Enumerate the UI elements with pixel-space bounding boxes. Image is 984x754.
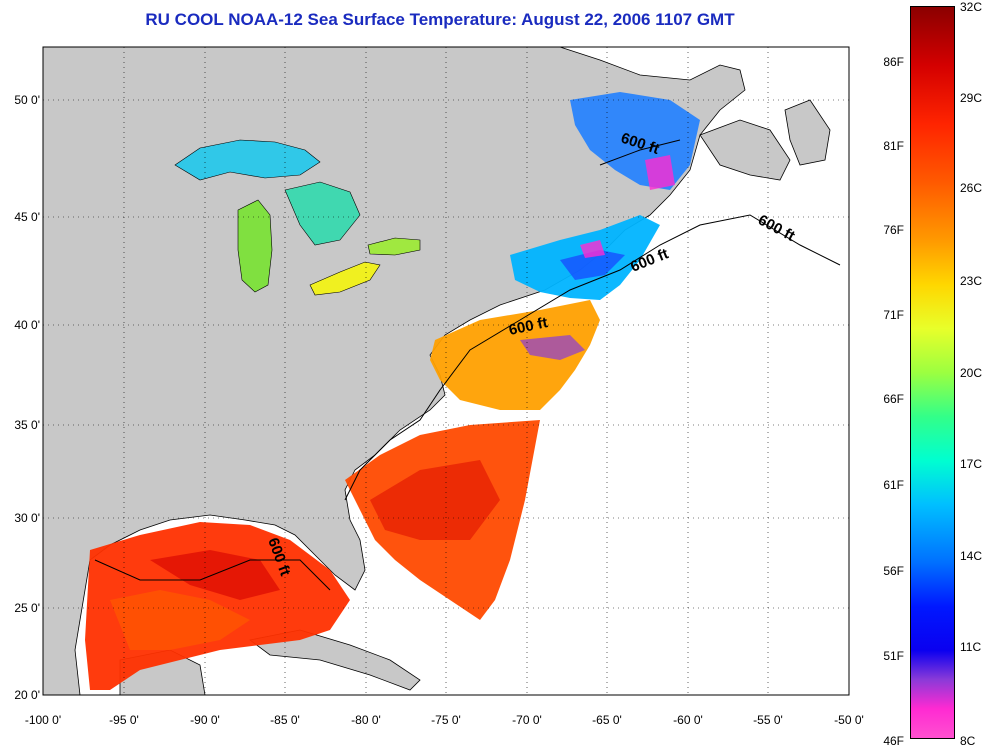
lon-tick-85: -85 0' [270,713,300,727]
colorbar-c-8: 8C [960,734,976,748]
lon-tick-80: -80 0' [351,713,381,727]
colorbar-f-81: 81F [883,139,904,153]
colorbar-c-20: 20C [960,366,983,380]
colorbar-gradient [910,6,955,739]
sst-map: 600 ft 600 ft 600 ft 600 ft 600 ft 50 0'… [14,46,864,727]
colorbar-f-51: 51F [883,649,904,663]
isobath-600ft [94,139,841,591]
cuba [249,629,421,691]
lon-tick-70: -70 0' [512,713,542,727]
colorbar-f-66: 66F [883,392,904,406]
lon-tick-50: -50 0' [834,713,864,727]
sst-atlantic-south-hot [370,460,500,540]
lake-michigan [237,199,273,293]
colorbar-c-32: 32C [960,0,983,14]
lat-tick-25: 25 0' [14,601,40,615]
colorbar-f-56: 56F [883,564,904,578]
colorbar-c-14: 14C [960,549,983,563]
sst-gulf-hot [150,550,280,600]
map-title: RU COOL NOAA-12 Sea Surface Temperature:… [145,10,735,29]
colorbar-c-23: 23C [960,274,983,288]
lon-tick-100: -100 0' [25,713,61,727]
grid [43,47,849,695]
colorbar-c-17: 17C [960,457,983,471]
sst-northeast-blue [560,250,625,280]
colorbar-f-46: 46F [883,734,904,748]
lake-erie [309,261,381,296]
colorbar-f-71: 71F [883,308,904,322]
colorbar-f-61: 61F [883,478,904,492]
lat-tick-50: 50 0' [14,93,40,107]
lon-tick-90: -90 0' [190,713,220,727]
lon-tick-60: -60 0' [673,713,703,727]
sst-gulf-warm [110,590,250,650]
maritimes-land [699,119,791,181]
lon-tick-95: -95 0' [109,713,139,727]
plot-frame [42,46,850,696]
lon-tick-65: -65 0' [592,713,622,727]
sst-mid-atlantic [430,300,600,410]
lat-tick-20: 20 0' [14,688,40,702]
colorbar-c-26: 26C [960,181,983,195]
lake-huron [284,181,361,246]
lon-tick-75: -75 0' [431,713,461,727]
lake-ontario [367,237,421,256]
colorbar-c-29: 29C [960,91,983,105]
lat-tick-40: 40 0' [14,318,40,332]
lat-tick-45: 45 0' [14,210,40,224]
lat-tick-35: 35 0' [14,418,40,432]
lat-tick-30: 30 0' [14,511,40,525]
colorbar: 86F 81F 76F 71F 66F 61F 56F 51F 46F 32C … [883,0,982,748]
newfoundland [784,99,831,166]
colorbar-f-76: 76F [883,223,904,237]
sst-mid-atlantic-purple [520,335,585,360]
lake-superior [174,139,321,181]
colorbar-f-86: 86F [883,55,904,69]
sst-northeast-magenta [580,240,605,258]
colorbar-c-11: 11C [960,640,982,654]
lon-tick-55: -55 0' [753,713,783,727]
land-mass [43,47,746,695]
sst-st-lawrence-magenta [645,155,675,190]
